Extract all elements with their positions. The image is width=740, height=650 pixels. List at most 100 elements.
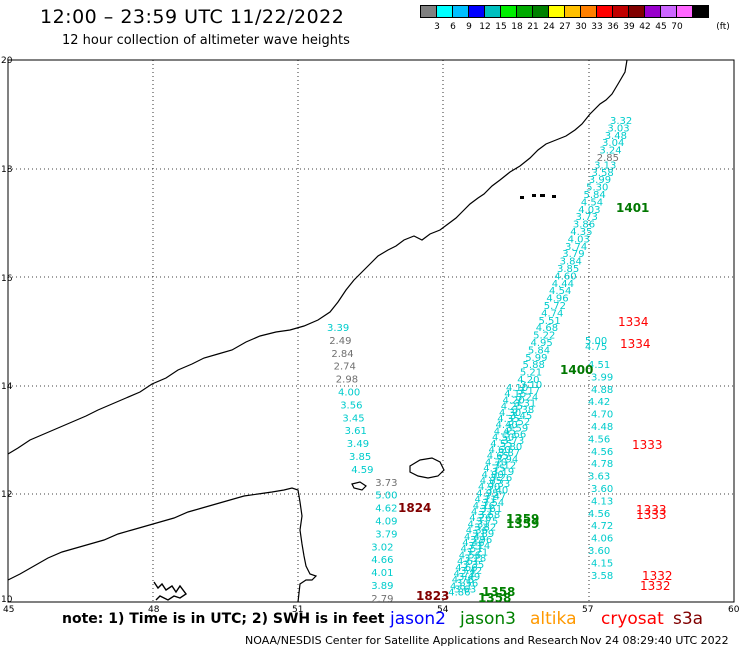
wave-height-value: 4.54 — [549, 286, 571, 297]
wave-height-value: 4.31 — [468, 519, 490, 530]
wave-height-value: 3.79 — [375, 529, 397, 540]
wave-height-value: 4.40 — [496, 420, 518, 431]
wave-height-value: 4.56 — [591, 447, 613, 458]
scale-label: 3 — [434, 22, 440, 32]
wave-height-value: 3.49 — [347, 439, 369, 450]
wave-height-value: 3.38 — [512, 405, 534, 416]
legend-altika: altika — [530, 609, 577, 629]
wave-height-value: 4.55 — [490, 439, 512, 450]
wave-height-value: 3.84 — [560, 257, 582, 268]
wave-height-value: 2.79 — [371, 594, 393, 605]
wave-height-value: 4.56 — [459, 550, 481, 561]
wave-height-value: 4.20 — [503, 395, 525, 406]
wave-height-value: 3.12 — [494, 461, 516, 472]
wave-height-value: 4.88 — [591, 385, 613, 396]
wave-height-value: 4.15 — [591, 558, 613, 569]
scale-label: 21 — [527, 22, 539, 32]
wave-height-value: 4.13 — [591, 496, 613, 507]
wave-height-value: 3.03 — [607, 123, 629, 134]
wave-height-value: 3.31 — [514, 399, 536, 410]
wave-height-value: 3.99 — [589, 175, 611, 186]
scale-label: 33 — [591, 22, 603, 32]
wave-height-value: 3.17 — [518, 386, 540, 397]
wave-height-value: 3.52 — [508, 417, 530, 428]
wave-height-value: 3.40 — [486, 485, 508, 496]
y-tick-20: 20 — [1, 56, 13, 66]
map-subtitle: 12 hour collection of altimeter wave hei… — [62, 33, 350, 48]
wave-height-value: 2.98 — [336, 375, 358, 386]
wave-height-value: 3.42 — [460, 566, 482, 577]
scale-label: 70 — [671, 22, 683, 32]
legend-jason3: jason3 — [460, 609, 516, 629]
wave-height-value: 4.96 — [546, 294, 568, 305]
wave-height-value: 4.85 — [480, 476, 502, 487]
wave-height-value: 3.80 — [500, 442, 522, 453]
wave-height-value: 3.24 — [599, 146, 621, 157]
wave-height-value: 3.73 — [375, 478, 397, 489]
wave-height-value: 5.84 — [584, 190, 606, 201]
wave-height-value: 3.26 — [490, 473, 512, 484]
coastline — [7, 59, 628, 455]
wave-height-value: 3.45 — [510, 411, 532, 422]
pass-time-1824: 1824 — [398, 501, 431, 515]
y-tick-14: 14 — [1, 382, 13, 392]
y-tick-12: 12 — [1, 490, 12, 500]
wave-height-value: 4.95 — [476, 488, 498, 499]
wave-height-value: 4.74 — [541, 308, 563, 319]
wave-height-value: 4.10 — [506, 383, 528, 394]
wave-height-value: 4.75 — [585, 342, 607, 353]
wave-height-value: 3.28 — [464, 554, 486, 565]
wave-height-value: 3.35 — [462, 560, 484, 571]
wave-height-value: 5.22 — [533, 331, 555, 342]
pass-time-1823: 1823 — [416, 589, 449, 603]
wave-height-value: 4.35 — [497, 414, 519, 425]
wave-height-value: 5.99 — [525, 353, 547, 364]
wave-height-value: 4.68 — [536, 323, 558, 334]
wave-height-value: 4.16 — [473, 501, 495, 512]
wave-height-value: 2.84 — [331, 349, 353, 360]
pass-time-1333a: 1333 — [632, 438, 663, 452]
wave-height-value: 3.24 — [516, 392, 538, 403]
wave-height-value: 2.49 — [329, 336, 351, 347]
wave-height-value: 4.80 — [482, 470, 504, 481]
wave-height-value: 4.35 — [570, 227, 592, 238]
y-tick-18: 18 — [1, 165, 13, 175]
wave-height-value: 4.51 — [588, 360, 610, 371]
pass-time-1359a: 1359 — [506, 512, 539, 526]
wave-height-value: 3.89 — [371, 581, 393, 592]
footer-note: note: 1) Time is in UTC; 2) SWH is in fe… — [62, 611, 385, 627]
x-tick-57: 57 — [582, 605, 593, 615]
scale-swatch — [692, 5, 709, 18]
wave-height-value: 3.60 — [591, 484, 613, 495]
wave-height-value: 3.39 — [327, 323, 349, 334]
wave-height-value: 4.86 — [448, 588, 470, 599]
wave-height-value: 3.74 — [565, 242, 587, 253]
wave-height-value: 3.59 — [506, 423, 528, 434]
wave-height-value: 3.32 — [610, 116, 632, 127]
wave-height-value: 3.60 — [588, 546, 610, 557]
wave-height-value: 3.61 — [345, 426, 367, 437]
coastline-detail-sw — [153, 581, 188, 601]
wave-height-value: 3.58 — [591, 571, 613, 582]
wave-height-value: 4.70 — [591, 410, 613, 421]
wave-height-value: 4.06 — [591, 534, 613, 545]
wave-height-value: 4.36 — [466, 526, 488, 537]
wave-height-value: 4.09 — [375, 517, 397, 528]
wave-height-value: 5.30 — [586, 183, 608, 194]
wave-height-value: 4.30 — [499, 408, 521, 419]
wave-height-value: 3.96 — [470, 535, 492, 546]
scale-label: 30 — [575, 22, 587, 32]
wave-height-value: 3.21 — [466, 547, 488, 558]
wave-height-value: 3.63 — [454, 585, 476, 596]
wave-height-value: 3.47 — [484, 492, 506, 503]
wave-height-value: 3.04 — [602, 138, 624, 149]
y-tick-10: 10 — [1, 595, 13, 605]
wave-height-value: 3.73 — [502, 436, 524, 447]
wave-height-value: 4.44 — [552, 279, 574, 290]
credit: NOAA/NESDIS Center for Satellite Applica… — [245, 634, 579, 647]
pass-time-1332b: 1332 — [640, 579, 671, 593]
wave-height-value: 4.11 — [475, 495, 497, 506]
wave-height-value: 3.63 — [588, 472, 610, 483]
wave-height-value: 4.60 — [489, 445, 511, 456]
grid — [8, 60, 734, 602]
